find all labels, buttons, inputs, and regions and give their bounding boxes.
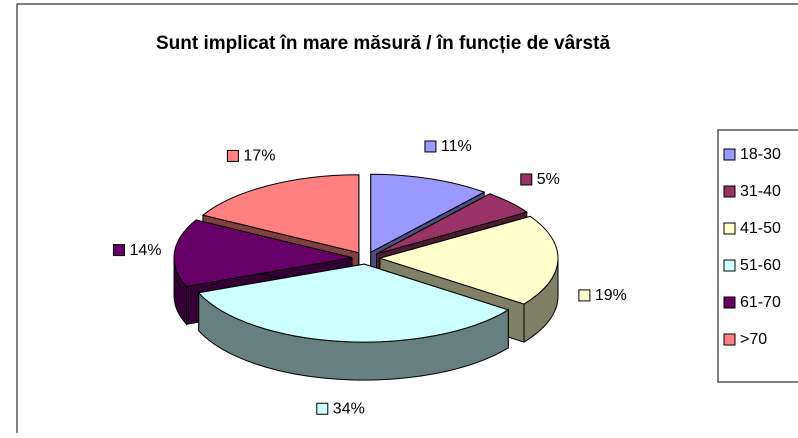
legend-swatch — [723, 296, 736, 309]
slice — [201, 174, 360, 254]
chart-title: Sunt implicat în mare măsură / în funcți… — [156, 33, 610, 54]
data-label: 14% — [129, 242, 161, 259]
slice — [370, 173, 486, 254]
legend-label: 51-60 — [740, 257, 781, 274]
data-label: 11% — [441, 138, 472, 155]
legend-label: 41-50 — [740, 220, 781, 237]
slice — [376, 193, 528, 255]
data-label: 5% — [537, 171, 560, 188]
data-label: 19% — [595, 287, 627, 304]
legend-swatch — [723, 333, 736, 346]
legend-swatch — [723, 222, 736, 235]
legend-swatch — [723, 259, 736, 272]
data-label: 34% — [333, 400, 365, 417]
label-swatch — [520, 173, 533, 186]
label-swatch — [424, 140, 437, 153]
slice — [173, 219, 353, 287]
legend-label: >70 — [740, 331, 767, 348]
slice — [197, 263, 510, 343]
label-swatch — [578, 289, 591, 302]
label-swatch — [226, 149, 239, 162]
label-swatch — [112, 244, 125, 257]
legend-swatch — [723, 148, 736, 161]
legend-label: 31-40 — [740, 183, 781, 200]
label-swatch — [316, 402, 329, 415]
legend-label: 61-70 — [740, 294, 781, 311]
legend-label: 18-30 — [740, 146, 781, 163]
data-label: 17% — [243, 148, 275, 165]
slice — [378, 215, 559, 305]
legend-swatch — [723, 185, 736, 198]
